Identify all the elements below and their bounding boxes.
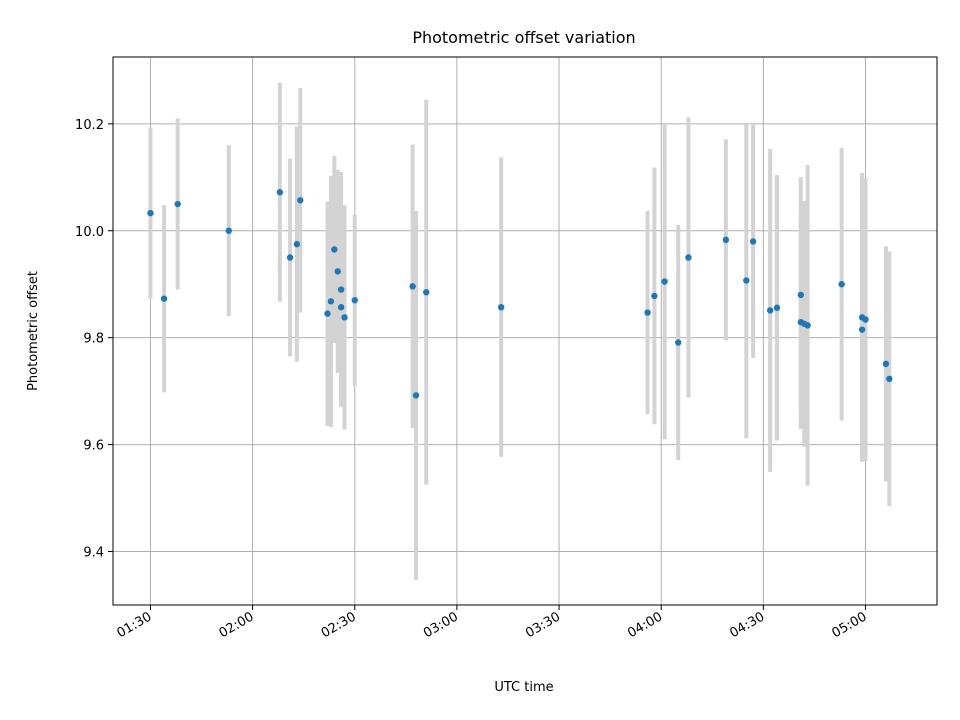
data-point (685, 254, 692, 261)
data-point (351, 297, 358, 304)
data-point (882, 360, 890, 368)
chart-title: Photometric offset variation (412, 28, 635, 47)
data-point (886, 375, 893, 383)
data-point (862, 316, 869, 323)
y-tick-label: 10.2 (75, 118, 104, 133)
grid (113, 57, 937, 605)
data-points (147, 189, 893, 399)
data-point (675, 339, 682, 346)
data-point (327, 298, 335, 305)
data-point (337, 304, 345, 311)
data-point (412, 392, 420, 399)
data-point (644, 309, 651, 316)
data-point (651, 292, 658, 300)
data-point (147, 209, 154, 217)
error-bars (148, 82, 892, 580)
data-point (722, 236, 730, 244)
x-axis-label: UTC time (494, 680, 553, 695)
x-tick-label: 05:00 (830, 609, 870, 641)
data-point (804, 322, 811, 329)
data-point (341, 314, 348, 321)
data-point (773, 304, 781, 311)
x-tick-label: 04:00 (625, 609, 665, 641)
x-tick-label: 02:30 (319, 609, 359, 641)
data-point (276, 189, 284, 196)
data-point (749, 238, 757, 245)
x-tick-label: 03:00 (421, 609, 461, 641)
data-point (160, 295, 168, 302)
plot-frame (112, 56, 938, 606)
x-tick-label: 03:30 (523, 609, 563, 641)
data-point (797, 291, 805, 299)
data-point (324, 310, 331, 317)
data-point (743, 277, 750, 284)
data-point (661, 278, 668, 285)
y-tick-label: 9.4 (83, 546, 104, 561)
data-point (297, 197, 304, 204)
y-tick-label: 10.0 (75, 225, 104, 240)
x-tick-label: 04:30 (727, 609, 767, 641)
y-tick-label: 9.8 (83, 332, 104, 347)
y-axis-label: Photometric offset (26, 271, 41, 391)
y-tick-label: 9.6 (83, 439, 104, 454)
data-point (497, 304, 505, 311)
data-point (766, 307, 774, 314)
data-point (858, 326, 866, 333)
data-point (286, 254, 294, 261)
data-point (838, 281, 845, 288)
data-point (334, 268, 341, 275)
data-point (409, 283, 416, 290)
data-point (331, 246, 338, 253)
data-point (337, 286, 345, 293)
data-point (174, 200, 181, 208)
x-tick-label: 01:30 (115, 609, 155, 641)
data-point (423, 289, 430, 296)
axis-ticks: 01:30 02:00 02:30 03:00 03:30 04:00 04:30 05:00… (75, 118, 869, 641)
x-tick-label: 02:00 (217, 609, 257, 641)
data-point (293, 240, 301, 248)
data-point (225, 227, 232, 234)
